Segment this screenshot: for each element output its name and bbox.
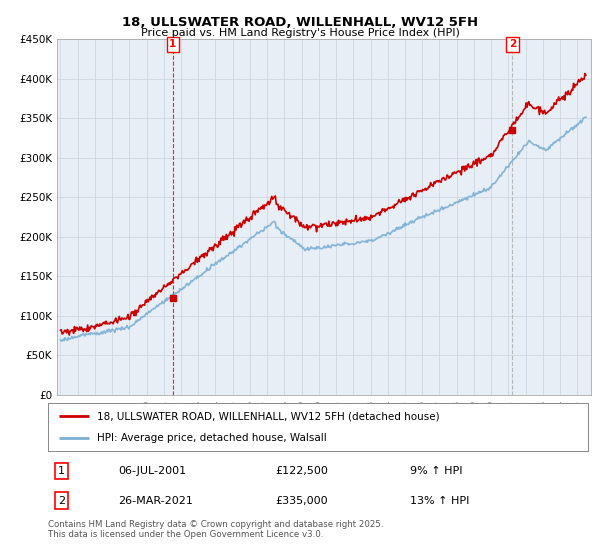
Text: 26-MAR-2021: 26-MAR-2021 bbox=[118, 496, 193, 506]
Text: Contains HM Land Registry data © Crown copyright and database right 2025.
This d: Contains HM Land Registry data © Crown c… bbox=[48, 520, 383, 539]
Text: 1: 1 bbox=[58, 466, 65, 476]
Text: 18, ULLSWATER ROAD, WILLENHALL, WV12 5FH: 18, ULLSWATER ROAD, WILLENHALL, WV12 5FH bbox=[122, 16, 478, 29]
Text: 1: 1 bbox=[169, 39, 176, 49]
Text: HPI: Average price, detached house, Walsall: HPI: Average price, detached house, Wals… bbox=[97, 433, 326, 443]
Text: 2: 2 bbox=[509, 39, 516, 49]
Text: 13% ↑ HPI: 13% ↑ HPI bbox=[410, 496, 469, 506]
Text: 18, ULLSWATER ROAD, WILLENHALL, WV12 5FH (detached house): 18, ULLSWATER ROAD, WILLENHALL, WV12 5FH… bbox=[97, 411, 439, 421]
Text: £122,500: £122,500 bbox=[275, 466, 328, 476]
Text: 9% ↑ HPI: 9% ↑ HPI bbox=[410, 466, 463, 476]
Text: 06-JUL-2001: 06-JUL-2001 bbox=[118, 466, 187, 476]
Text: Price paid vs. HM Land Registry's House Price Index (HPI): Price paid vs. HM Land Registry's House … bbox=[140, 28, 460, 38]
Text: 2: 2 bbox=[58, 496, 65, 506]
Text: £335,000: £335,000 bbox=[275, 496, 328, 506]
